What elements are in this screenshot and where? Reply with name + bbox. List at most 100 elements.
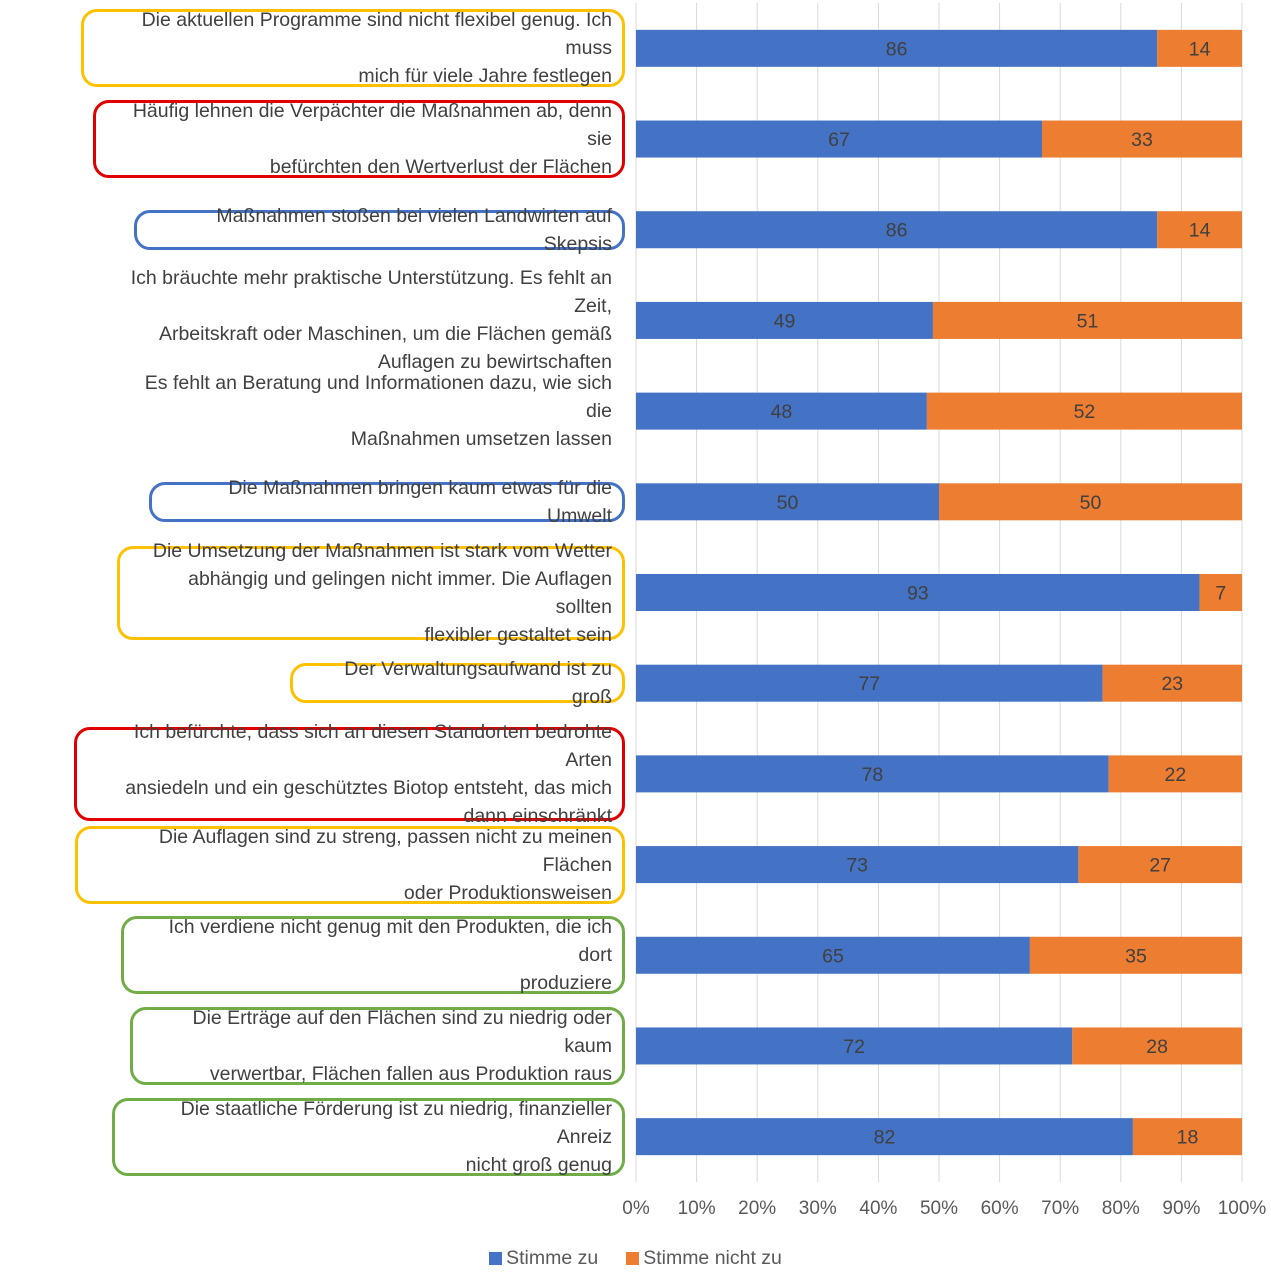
- data-label: 27: [1149, 855, 1171, 877]
- bar-segment: [1029, 936, 1242, 974]
- x-tick-label: 80%: [1101, 1198, 1140, 1219]
- bar-segment: [636, 1118, 1133, 1156]
- data-label: 93: [907, 583, 929, 605]
- category-label-line: Die Erträge auf den Flächen sind zu nied…: [192, 1006, 613, 1057]
- data-label: 48: [771, 401, 793, 423]
- category-label: Die staatliche Förderung ist zu niedrig,…: [112, 1097, 625, 1176]
- category-label: Ich bräuchte mehr praktische Unterstützu…: [78, 267, 625, 373]
- data-label: 28: [1146, 1036, 1168, 1058]
- data-label: 86: [886, 38, 908, 60]
- legend-item: Stimme nicht zu: [626, 1247, 782, 1270]
- category-label-line: Es fehlt an Beratung und Informationen d…: [144, 372, 612, 423]
- bar-segment: [636, 483, 939, 521]
- category-label-line: befürchten den Wertverlust der Flächen: [269, 156, 612, 179]
- bar-segment: [636, 846, 1079, 884]
- category-label-line: dann einschränkt: [463, 804, 612, 827]
- bar-segment: [636, 574, 1200, 611]
- data-label: 23: [1161, 673, 1183, 695]
- data-label: 7: [1215, 583, 1226, 605]
- bar-segment: [1072, 1027, 1242, 1065]
- bar-segment: [636, 211, 1158, 249]
- data-label: 18: [1177, 1127, 1199, 1149]
- category-label: Die aktuellen Programme sind nicht flexi…: [81, 9, 625, 88]
- x-tick-label: 50%: [919, 1198, 959, 1219]
- bar-segment: [636, 936, 1030, 974]
- x-tick-label: 100%: [1217, 1198, 1267, 1219]
- x-tick-label: 60%: [980, 1198, 1019, 1219]
- x-tick-label: 40%: [859, 1198, 898, 1219]
- legend-label: Stimme nicht zu: [643, 1247, 782, 1269]
- bar-segment: [636, 392, 927, 430]
- data-label: 82: [874, 1127, 896, 1149]
- category-label-line: flexibler gestaltet sein: [424, 623, 612, 646]
- data-label: 73: [846, 855, 868, 877]
- category-label-line: Maßnahmen stoßen bei vielen Landwirten a…: [216, 204, 612, 255]
- bar-segment: [1132, 1118, 1242, 1156]
- bar-segment: [636, 29, 1158, 67]
- data-label: 65: [822, 945, 844, 967]
- bar-segment: [932, 301, 1242, 339]
- bar-segment: [1108, 755, 1242, 793]
- bar-segment: [636, 120, 1043, 158]
- legend-swatch: [626, 1252, 640, 1265]
- data-label: 52: [1074, 401, 1096, 423]
- bar-segment: [1042, 120, 1242, 158]
- bar-segment: [1199, 574, 1242, 611]
- category-label: Es fehlt an Beratung und Informationen d…: [104, 372, 625, 450]
- legend-swatch: [489, 1252, 503, 1265]
- data-label: 14: [1189, 220, 1211, 242]
- category-label: Die Maßnahmen bringen kaum etwas für die…: [149, 477, 625, 527]
- category-label-line: mich für viele Jahre festlegen: [358, 65, 612, 88]
- category-label-line: verwertbar, Flächen fallen aus Produktio…: [209, 1062, 612, 1085]
- data-label: 50: [1080, 492, 1102, 514]
- category-label-line: Die aktuellen Programme sind nicht flexi…: [141, 9, 612, 60]
- x-tick-label: 0%: [622, 1198, 650, 1219]
- data-label: 72: [843, 1036, 865, 1058]
- category-label-line: Häufig lehnen die Verpächter die Maßnahm…: [132, 100, 612, 151]
- category-label-line: Die Maßnahmen bringen kaum etwas für die…: [228, 476, 612, 527]
- bar-segment: [1102, 664, 1242, 702]
- data-label: 22: [1164, 764, 1186, 786]
- data-label: 49: [774, 310, 796, 332]
- category-label-line: Arbeitskraft oder Maschinen, um die Fläc…: [158, 323, 612, 346]
- category-label-line: oder Produktionsweisen: [403, 881, 612, 904]
- category-label-line: Der Verwaltungsaufwand ist zu groß: [344, 658, 612, 709]
- category-label-line: Auflagen zu bewirtschaften: [377, 351, 612, 374]
- data-label: 35: [1125, 945, 1147, 967]
- data-label: 50: [777, 492, 799, 514]
- bar-segment: [1157, 29, 1242, 67]
- data-label: 33: [1131, 129, 1153, 151]
- category-label: Die Auflagen sind zu streng, passen nich…: [75, 825, 625, 904]
- category-label-line: Die staatliche Förderung ist zu niedrig,…: [180, 1097, 612, 1148]
- legend: Stimme zu Stimme nicht zu: [0, 1247, 1271, 1270]
- bar-segment: [636, 664, 1103, 702]
- category-label: Maßnahmen stoßen bei vielen Landwirten a…: [134, 205, 625, 255]
- bar-segment: [1078, 846, 1242, 884]
- data-label: 78: [861, 764, 883, 786]
- x-tick-label: 30%: [798, 1198, 837, 1219]
- category-label: Ich befürchte, dass sich an diesen Stand…: [74, 721, 625, 827]
- category-label: Die Erträge auf den Flächen sind zu nied…: [130, 1006, 625, 1085]
- data-label: 77: [858, 673, 880, 695]
- category-label: Die Umsetzung der Maßnahmen ist stark vo…: [117, 540, 625, 646]
- category-label-line: nicht groß genug: [465, 1153, 612, 1176]
- bar-segment: [926, 392, 1242, 430]
- x-tick-label: 70%: [1041, 1198, 1080, 1219]
- bar-segment: [636, 755, 1109, 793]
- legend-item: Stimme zu: [489, 1247, 598, 1270]
- data-label: 51: [1077, 310, 1099, 332]
- x-tick-label: 20%: [738, 1198, 777, 1219]
- category-label: Der Verwaltungsaufwand ist zu groß: [290, 658, 625, 708]
- data-label: 67: [828, 129, 850, 151]
- category-label-line: Die Auflagen sind zu streng, passen nich…: [158, 825, 612, 876]
- category-label-line: Ich bräuchte mehr praktische Unterstützu…: [130, 267, 612, 318]
- bar-segment: [636, 301, 933, 339]
- category-label: Häufig lehnen die Verpächter die Maßnahm…: [93, 100, 625, 179]
- category-label-line: ansiedeln und ein geschütztes Biotop ent…: [125, 776, 612, 799]
- data-label: 86: [886, 220, 908, 242]
- category-label-line: Die Umsetzung der Maßnahmen ist stark vo…: [152, 539, 612, 562]
- bar-segment: [636, 1027, 1073, 1065]
- bar-segment: [939, 483, 1242, 521]
- x-tick-label: 10%: [677, 1198, 716, 1219]
